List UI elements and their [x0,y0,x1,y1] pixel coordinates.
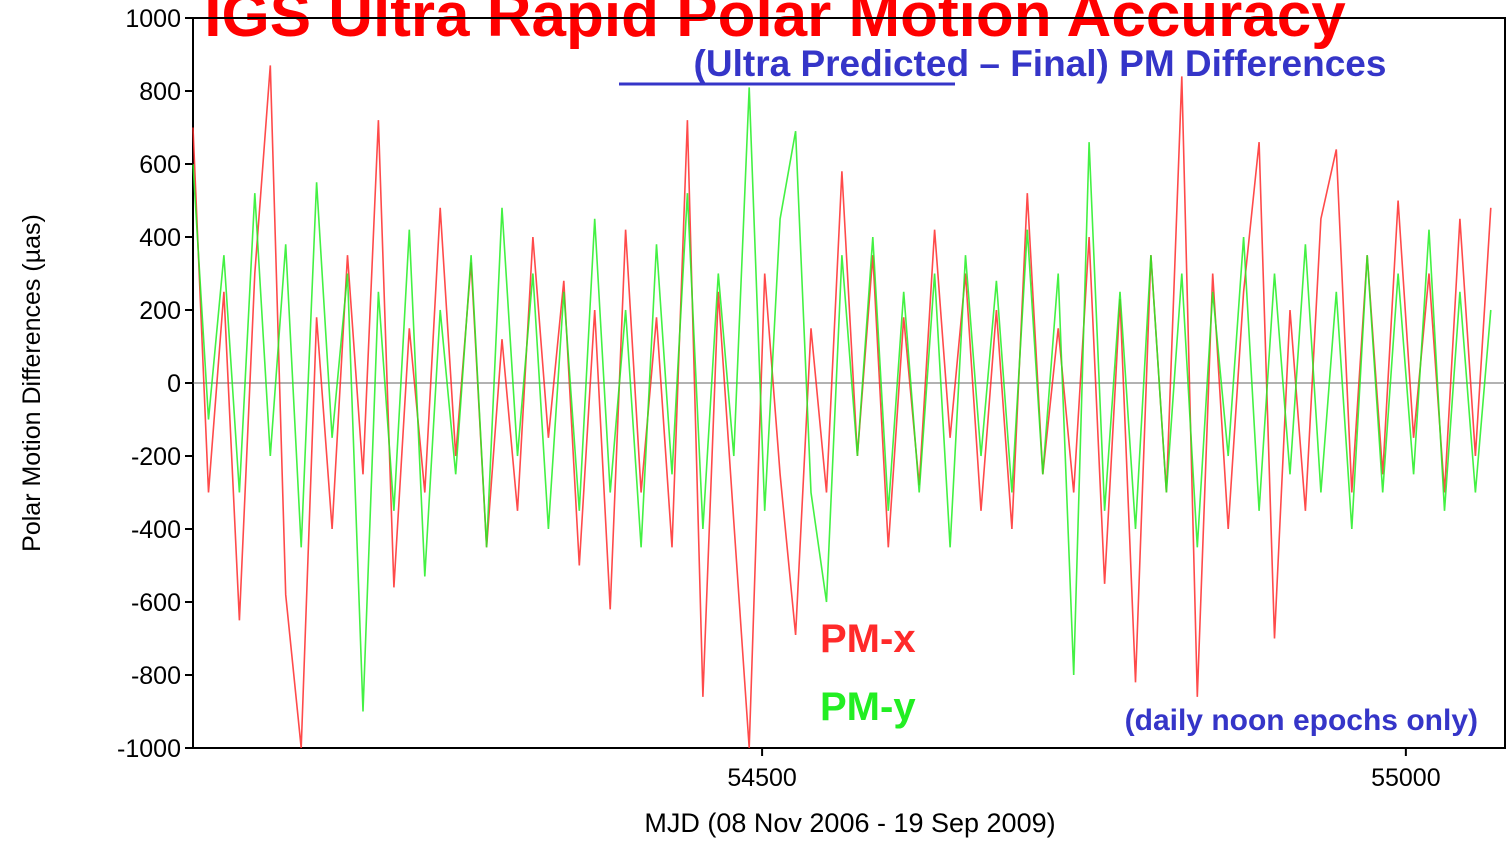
x-axis-label: MJD (08 Nov 2006 - 19 Sep 2009) [644,808,1055,838]
series-line [192,65,1492,749]
x-tick-label: 54500 [727,764,797,792]
y-axis-label: Polar Motion Differences (µas) [18,214,46,552]
y-tick-label: -1000 [117,735,181,763]
y-tick-label: 400 [139,224,181,252]
y-tick-label: 200 [139,297,181,325]
legend-pm-y: PM-y [820,685,916,729]
y-tick-label: 600 [139,151,181,179]
y-tick-label: -800 [131,662,181,690]
y-tick-label: -200 [131,443,181,471]
series-line [192,87,1492,712]
x-tick-label: 55000 [1371,764,1441,792]
y-tick-label: -400 [131,516,181,544]
note: (daily noon epochs only) [1125,704,1478,737]
subtitle: (Ultra Predicted – Final) PM Differences [694,43,1387,84]
chart-title: IGS Ultra Rapid Polar Motion Accuracy [204,0,1346,50]
plot-area [192,65,1505,749]
y-tick-label: 0 [167,370,181,398]
y-tick-label: 800 [139,78,181,106]
y-tick-label: 1000 [125,5,181,33]
legend-pm-x: PM-x [820,617,916,661]
y-tick-label: -600 [131,589,181,617]
